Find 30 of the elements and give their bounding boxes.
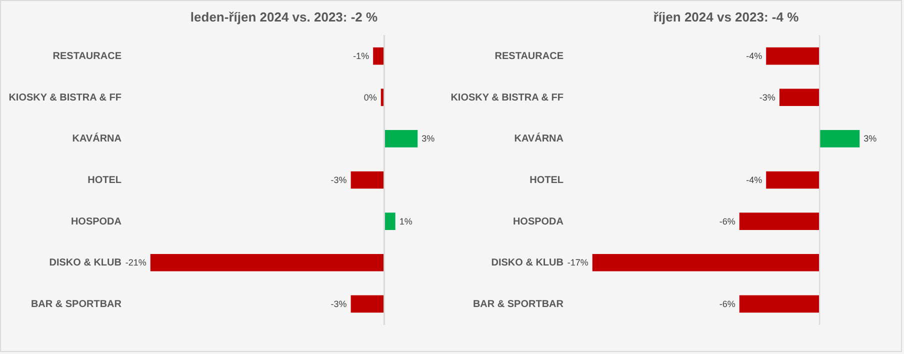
data-label: 3% bbox=[864, 134, 877, 144]
y-tick-label: BAR & SPORTBAR bbox=[472, 298, 564, 310]
data-label: -4% bbox=[746, 175, 762, 185]
data-label: -21% bbox=[125, 258, 146, 268]
y-tick-label: HOTEL bbox=[88, 175, 122, 186]
y-tick-label: KIOSKY & BISTRA & FF bbox=[8, 92, 122, 104]
data-label: -3% bbox=[759, 92, 776, 102]
data-label: -4% bbox=[746, 51, 762, 62]
data-label: 3% bbox=[422, 134, 435, 144]
y-tick-label: KIOSKY & BISTRA & FF bbox=[450, 92, 564, 104]
data-label: -6% bbox=[719, 298, 736, 309]
y-tick-label: HOSPODA bbox=[70, 216, 122, 228]
data-label: -3% bbox=[330, 175, 347, 185]
data-label: -3% bbox=[330, 298, 347, 309]
y-tick-label: DISKO & KLUB bbox=[49, 258, 122, 269]
y-tick-label: BAR & SPORTBAR bbox=[30, 298, 122, 310]
y-tick-label: HOSPODA bbox=[512, 216, 564, 228]
data-label: -17% bbox=[567, 258, 588, 268]
data-label: -1% bbox=[353, 51, 370, 62]
y-tick-label: KAVÁRNA bbox=[72, 132, 122, 145]
y-tick-label: RESTAURACE bbox=[52, 51, 122, 62]
y-tick-label: DISKO & KLUB bbox=[491, 258, 564, 269]
y-tick-label: KAVÁRNA bbox=[514, 132, 564, 145]
data-label: -6% bbox=[719, 216, 736, 226]
data-label: 0% bbox=[364, 92, 377, 102]
y-tick-label: HOTEL bbox=[530, 175, 564, 186]
chart-title: leden-říjen 2024 vs. 2023: -2 % bbox=[190, 10, 378, 24]
data-label: 1% bbox=[399, 216, 412, 226]
chart-title: říjen 2024 vs 2023: -4 % bbox=[653, 10, 800, 24]
y-tick-label: RESTAURACE bbox=[494, 51, 564, 62]
